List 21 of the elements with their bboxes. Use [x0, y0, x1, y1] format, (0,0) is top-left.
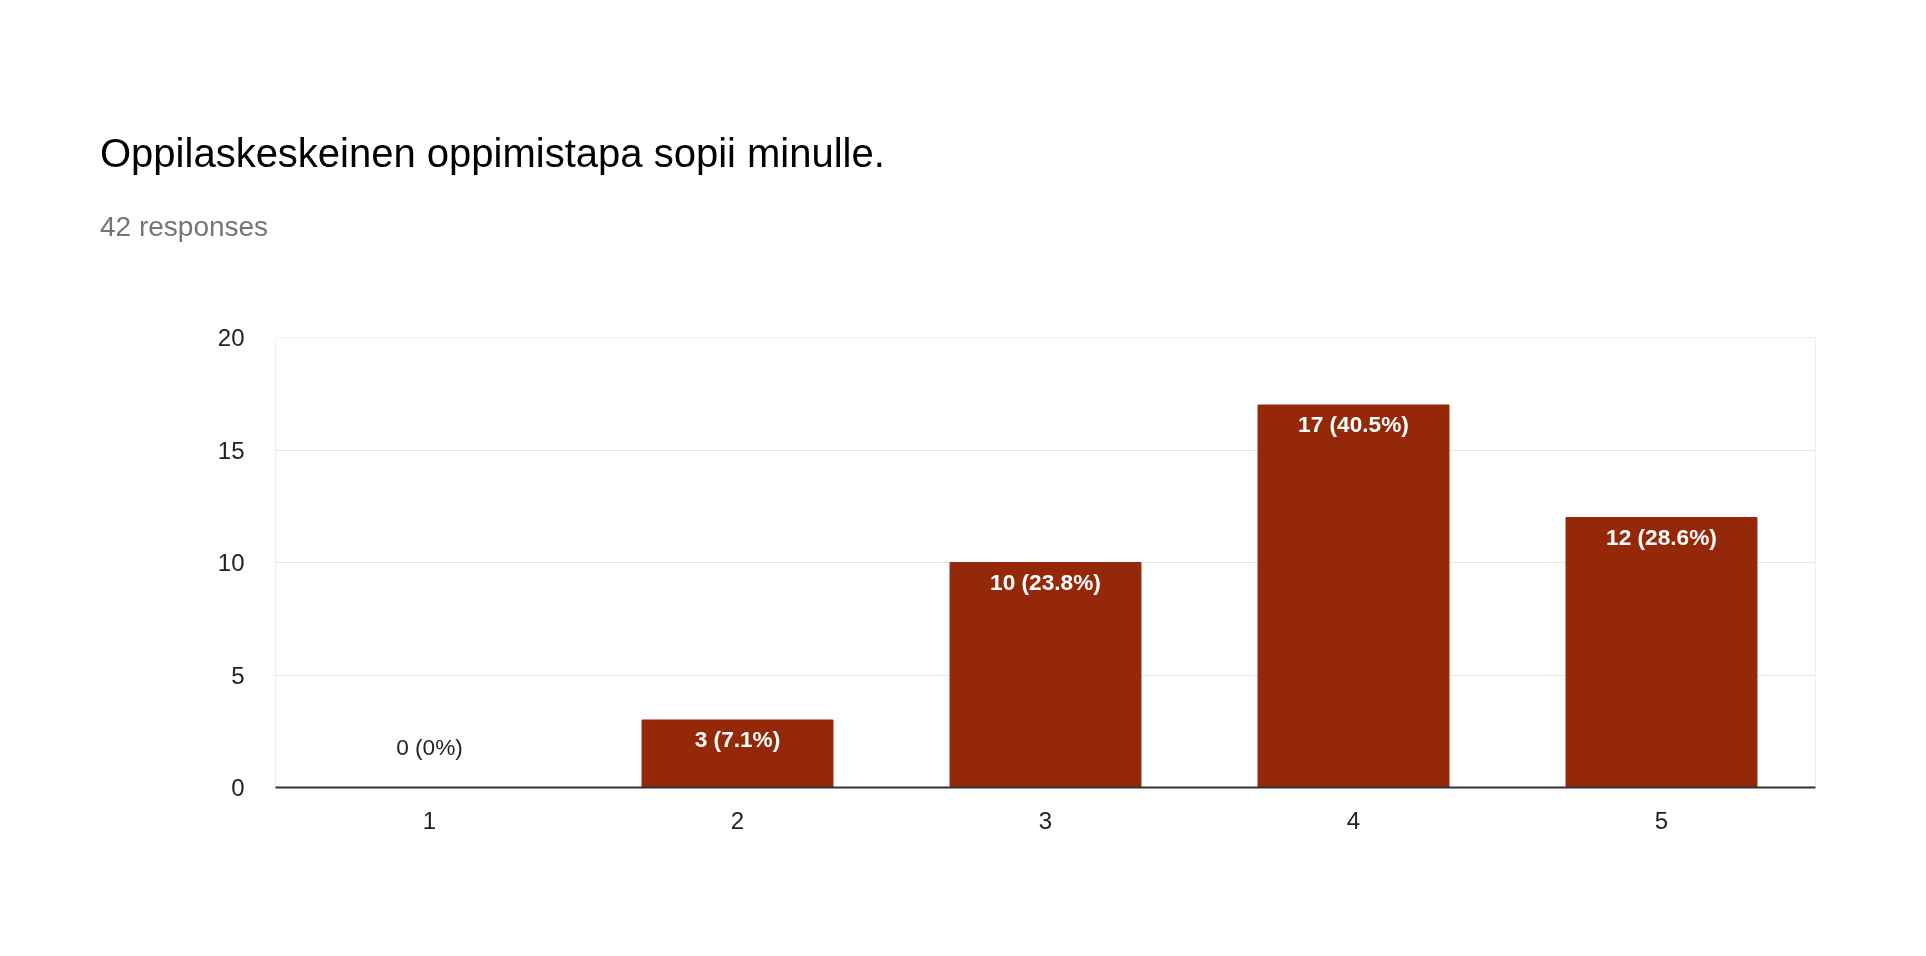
y-tick-label: 5 — [231, 661, 245, 689]
data-label: 0 (0%) — [396, 733, 463, 760]
bar — [641, 719, 834, 788]
bar — [1257, 404, 1450, 788]
x-tick-label: 3 — [1038, 806, 1053, 834]
chart-subtitle: 42 responses — [100, 210, 269, 245]
y-tick-label: 10 — [217, 549, 245, 577]
x-tick-label: 4 — [1346, 806, 1361, 834]
bar — [949, 562, 1142, 788]
data-label: 10 (23.8%) — [990, 568, 1101, 595]
y-tick-label: 0 — [231, 774, 245, 802]
y-tick-label: 20 — [217, 324, 245, 352]
data-label: 12 (28.6%) — [1606, 523, 1717, 550]
bar — [1565, 517, 1758, 788]
x-tick-label: 2 — [730, 806, 745, 834]
data-label: 17 (40.5%) — [1298, 411, 1409, 438]
chart-title: Oppilaskeskeinen oppimistapa sopii minulle. — [100, 130, 885, 177]
data-label: 3 (7.1%) — [694, 726, 781, 753]
x-tick-label: 5 — [1654, 806, 1669, 834]
y-tick-label: 15 — [217, 436, 245, 464]
x-tick-label: 1 — [422, 806, 437, 834]
